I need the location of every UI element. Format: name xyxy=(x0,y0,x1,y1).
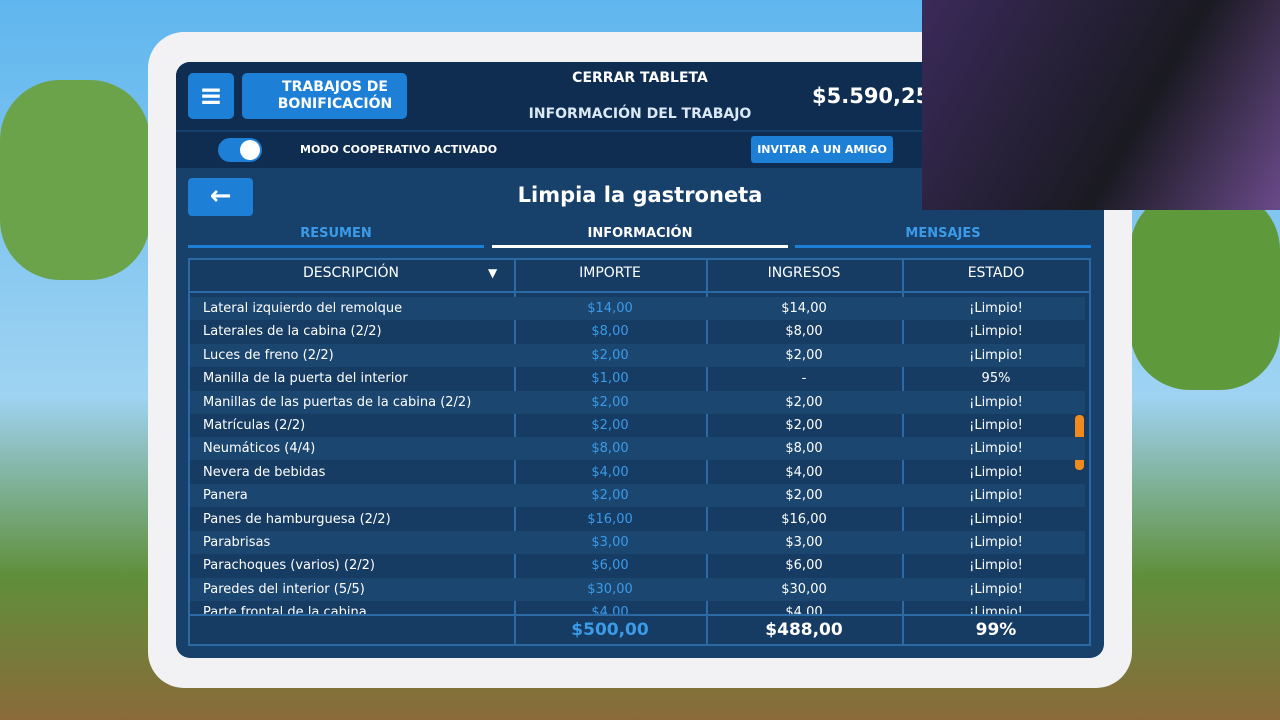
row-cell: $8,00 xyxy=(591,441,629,457)
row-description: Panes de hamburguesa (2/2) xyxy=(203,511,391,527)
footer-divider xyxy=(188,614,1091,616)
row-bg xyxy=(190,437,1085,461)
tree xyxy=(0,80,150,280)
row-bg xyxy=(190,297,1085,320)
column-header: IMPORTE xyxy=(579,265,641,281)
column-header: DESCRIPCIÓN xyxy=(303,265,399,281)
row-bg xyxy=(190,577,1085,601)
row-bg xyxy=(190,484,1085,508)
job-info-title: INFORMACIÓN DEL TRABAJO xyxy=(528,106,752,122)
row-cell: $30,00 xyxy=(587,581,633,597)
job-title: Limpia la gastroneta xyxy=(517,183,763,207)
tab-underline xyxy=(188,245,484,248)
row-cell: $16,00 xyxy=(781,511,827,527)
total: 99% xyxy=(975,620,1017,640)
row-cell: $16,00 xyxy=(587,511,633,527)
sort-arrow: ▼ xyxy=(488,266,498,280)
row-cell: ¡Limpio! xyxy=(969,581,1023,597)
row-cell: ¡Limpio! xyxy=(969,558,1023,574)
row-cell: $8,00 xyxy=(785,441,823,457)
invite-button[interactable]: INVITAR A UN AMIGO xyxy=(751,136,893,163)
row-description: Parte frontal de la cabina xyxy=(203,605,367,614)
row-cell: $4,00 xyxy=(785,464,823,480)
row-cell: ¡Limpio! xyxy=(969,488,1023,504)
row-cell: 95% xyxy=(981,371,1011,387)
total: $500,00 xyxy=(571,620,649,640)
row-description: Lateral izquierdo del remolque xyxy=(203,301,403,316)
row-cell: ¡Limpio! xyxy=(969,347,1023,363)
row-description: Neumáticos (4/4) xyxy=(203,441,316,457)
column-header: ESTADO xyxy=(967,265,1025,281)
row-cell: ¡Limpio! xyxy=(969,301,1023,316)
row-description: Paredes del interior (5/5) xyxy=(203,581,365,597)
tab[interactable]: MENSAJES xyxy=(905,226,981,241)
coop-label: MODO COOPERATIVO ACTIVADO xyxy=(300,143,498,156)
header-divider xyxy=(188,291,1091,293)
row-cell: ¡Limpio! xyxy=(969,605,1023,614)
row-description: Manilla de la puerta del interior xyxy=(203,371,408,387)
back-button[interactable]: ← xyxy=(188,178,253,216)
money: $5.590,25 xyxy=(812,84,931,108)
tab-underline xyxy=(795,245,1091,248)
table-body: Lateral izquierdo del remolque $14,00 $14,… xyxy=(190,296,1085,614)
row-cell: $3,00 xyxy=(785,535,823,550)
row-description: Matrículas (2/2) xyxy=(203,418,306,433)
total: $488,00 xyxy=(765,620,843,640)
tree xyxy=(1130,190,1280,390)
tab[interactable]: INFORMACIÓN xyxy=(587,226,693,241)
row-cell: $30,00 xyxy=(781,581,827,597)
row-cell: $2,00 xyxy=(785,347,823,363)
row-cell: $6,00 xyxy=(591,558,629,574)
row-cell: ¡Limpio! xyxy=(969,535,1023,550)
menu-button[interactable]: ≡ xyxy=(188,73,234,119)
row-cell: $2,00 xyxy=(785,488,823,504)
row-description: Luces de freno (2/2) xyxy=(203,347,334,363)
row-cell: $14,00 xyxy=(587,301,633,316)
row-cell: $2,00 xyxy=(591,488,629,504)
row-description: Laterales de la cabina (2/2) xyxy=(203,324,382,340)
row-cell: $8,00 xyxy=(591,324,629,340)
row-cell: $3,00 xyxy=(591,535,629,550)
webcam-overlay xyxy=(922,0,1280,210)
row-description: Manillas de las puertas de la cabina (2/… xyxy=(203,394,472,410)
row-description: Parabrisas xyxy=(203,535,271,550)
row-cell: $2,00 xyxy=(785,394,823,410)
row-bg xyxy=(190,531,1085,554)
back-menu-button[interactable]: TRABAJOS DE BONIFICACIÓN xyxy=(242,73,407,119)
row-description: Parachoques (varios) (2/2) xyxy=(203,558,375,574)
coop-toggle[interactable] xyxy=(218,138,262,162)
row-description: Panera xyxy=(203,488,248,504)
column-header: INGRESOS xyxy=(767,265,841,281)
row-cell: $1,00 xyxy=(591,371,629,387)
row-cell: $6,00 xyxy=(785,558,823,574)
tab[interactable]: RESUMEN xyxy=(300,226,372,241)
tab-underline xyxy=(492,245,788,248)
row-cell: $4,00 xyxy=(785,605,823,614)
row-cell: $2,00 xyxy=(591,394,629,410)
row-cell: $2,00 xyxy=(591,418,629,433)
row-cell: ¡Limpio! xyxy=(969,418,1023,433)
row-cell: ¡Limpio! xyxy=(969,464,1023,480)
row-cell: ¡Limpio! xyxy=(969,511,1023,527)
row-cell: $4,00 xyxy=(591,464,629,480)
row-cell: ¡Limpio! xyxy=(969,324,1023,340)
row-cell: $4,00 xyxy=(591,605,629,614)
row-bg xyxy=(190,343,1085,367)
row-description: Nevera de bebidas xyxy=(203,464,326,480)
row-cell: $8,00 xyxy=(785,324,823,340)
close-tablet[interactable]: CERRAR TABLETA xyxy=(572,70,708,86)
menu-title: TRABAJOS DE BONIFICACIÓN xyxy=(277,79,393,112)
row-cell: $2,00 xyxy=(591,347,629,363)
row-cell: ¡Limpio! xyxy=(969,394,1023,410)
row-cell: $2,00 xyxy=(785,418,823,433)
row-cell: ¡Limpio! xyxy=(969,441,1023,457)
row-bg xyxy=(190,390,1085,414)
row-cell: - xyxy=(801,371,807,387)
row-cell: $14,00 xyxy=(781,301,827,316)
